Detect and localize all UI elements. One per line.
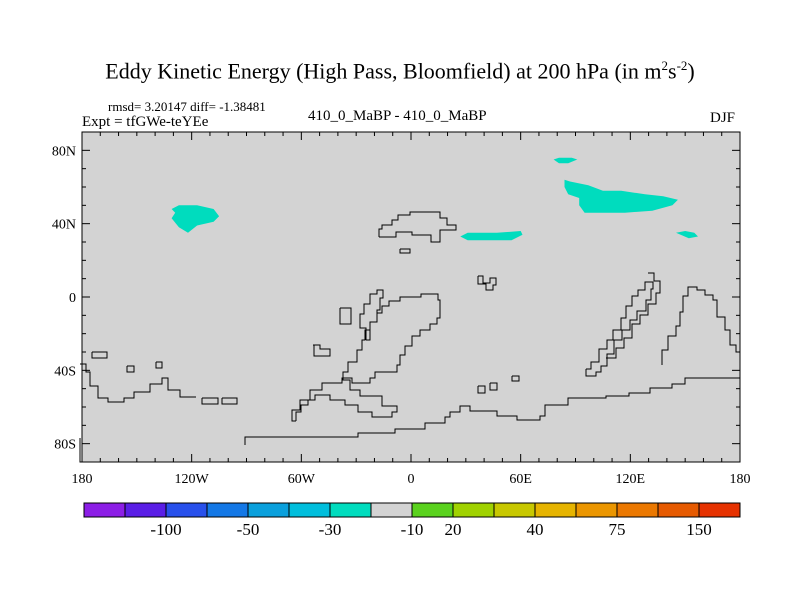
colorbar-label: 150 xyxy=(686,520,712,539)
coastline-islet-5 xyxy=(201,397,219,405)
coastline-south-pacific xyxy=(80,363,196,403)
coastline-arabia xyxy=(477,275,497,291)
colorbar-swatch xyxy=(206,502,249,518)
coastline-islet-4 xyxy=(155,361,163,369)
y-tick-label: 40N xyxy=(52,218,76,233)
x-tick-label: 180 xyxy=(730,472,751,487)
colorbar-swatch xyxy=(534,502,577,518)
chart-subtitle: 410_0_MaBP - 410_0_MaBP xyxy=(308,108,487,124)
arctic-patch xyxy=(553,157,578,164)
coastline-islet-3 xyxy=(126,365,135,373)
x-tick-label: 180 xyxy=(72,472,93,487)
colorbar-swatch xyxy=(83,502,126,518)
colorbar-swatch xyxy=(124,502,167,518)
stats-label: rmsd= 3.20147 diff= -1.38481 xyxy=(108,99,266,114)
coastline-isthmus xyxy=(359,289,384,341)
colorbar-label: -100 xyxy=(150,520,181,539)
axis-ticks: 180 120W 60W 0 60E 120E 180 80N 40N 0 40S 80S xyxy=(52,131,751,487)
coastline-indian-ocean-east xyxy=(606,272,661,359)
experiment-label: Expt = tfGWe-teYEe xyxy=(82,114,209,130)
colorbar-label: 75 xyxy=(609,520,626,539)
x-tick-label: 60E xyxy=(509,472,532,487)
x-tick-label: 120W xyxy=(175,472,210,487)
coastline-islet-11 xyxy=(511,375,520,382)
season-label: DJF xyxy=(710,110,736,126)
colorbar-swatch xyxy=(165,502,208,518)
coastline-islet-9 xyxy=(477,385,486,394)
x-tick-label: 0 xyxy=(408,472,415,487)
colorbar-swatch xyxy=(247,502,290,518)
coastline-islet-7 xyxy=(313,344,331,357)
colorbar-swatch xyxy=(288,502,331,518)
colorbar-label: 20 xyxy=(445,520,462,539)
colorbar-label: 40 xyxy=(527,520,544,539)
middle-east-patch xyxy=(460,231,523,241)
colorbar-swatch xyxy=(452,502,495,518)
coastline-west-pacific xyxy=(661,286,740,365)
coastline-south-america xyxy=(291,293,441,422)
north-pacific-patch xyxy=(171,205,220,233)
coastline-antarctic-shelf xyxy=(244,377,740,445)
coastline-islet-1 xyxy=(399,248,411,254)
colorbar-swatch xyxy=(575,502,618,518)
colorbar-swatch xyxy=(657,502,700,518)
colorbar-swatch xyxy=(329,502,372,518)
colorbar-label: -10 xyxy=(401,520,424,539)
x-tick-label: 60W xyxy=(288,472,316,487)
colorbar-label: -30 xyxy=(319,520,342,539)
y-tick-label: 80N xyxy=(52,144,76,159)
y-tick-label: 40S xyxy=(54,364,76,379)
chart-title: Eddy Kinetic Energy (High Pass, Bloomfie… xyxy=(105,58,695,84)
y-tick-label: 0 xyxy=(69,291,76,306)
coastlines xyxy=(79,211,740,463)
colorbar-swatch xyxy=(698,502,741,518)
colorbar-swatch xyxy=(616,502,659,518)
coastline-north-africa xyxy=(378,211,457,243)
colorbar: -100 -50 -30 -10 20 40 75 150 xyxy=(83,502,741,539)
colorbar-swatch xyxy=(493,502,536,518)
colorbar-label: -50 xyxy=(237,520,260,539)
x-tick-label: 120E xyxy=(616,472,646,487)
colorbar-swatch xyxy=(370,502,413,518)
japan-patch xyxy=(676,231,698,239)
coastline-islet-2 xyxy=(91,351,108,359)
coastline-islet-10 xyxy=(489,382,498,391)
asia-patch xyxy=(564,179,678,213)
shaded-regions xyxy=(171,157,698,241)
coastline-islet-6 xyxy=(221,397,238,405)
coastline-islet-8 xyxy=(339,307,352,325)
colorbar-swatch xyxy=(411,502,454,518)
y-tick-label: 80S xyxy=(54,438,76,453)
